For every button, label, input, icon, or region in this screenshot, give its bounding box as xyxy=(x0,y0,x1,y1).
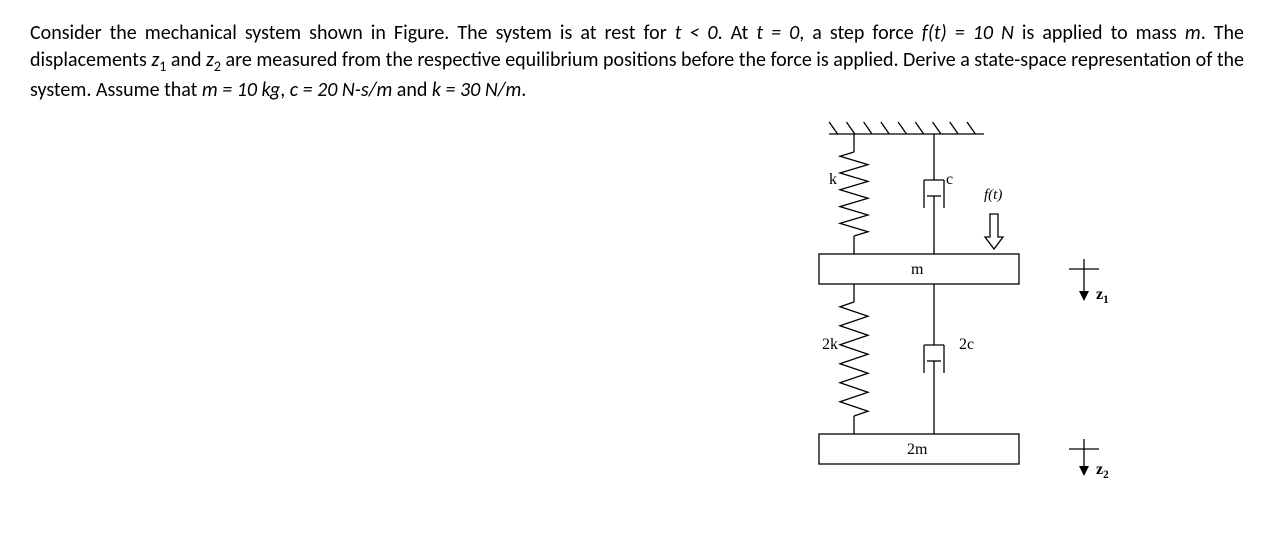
var-k-val: k = 30 N/m xyxy=(432,78,521,102)
var-m: m xyxy=(1185,21,1201,45)
var-z2: z xyxy=(206,48,214,72)
text: and xyxy=(392,78,432,102)
var-t-lt-0: t < 0 xyxy=(675,21,718,45)
problem-statement: Consider the mechanical system shown in … xyxy=(30,20,1244,104)
var-ft: f(t) = 10 N xyxy=(922,21,1014,45)
text: Consider the mechanical system shown in … xyxy=(30,21,675,45)
figure-container: k c f(t) m 2k 2c 2m z1 z2 xyxy=(30,114,1244,514)
svg-text:c: c xyxy=(946,171,953,188)
var-m-val: m = 10 kg xyxy=(202,78,280,102)
text: . xyxy=(521,78,526,102)
var-c-val: c = 20 N-s/m xyxy=(290,78,393,102)
sub-2: 2 xyxy=(214,58,221,75)
text: , xyxy=(280,78,290,102)
text: is applied to mass xyxy=(1014,21,1185,45)
var-t-eq-0: t = 0 xyxy=(756,21,799,45)
mechanical-system-figure: k c f(t) m 2k 2c 2m z1 z2 xyxy=(684,114,1184,514)
text: . At xyxy=(718,21,757,45)
text: and xyxy=(166,48,206,72)
text: , a step force xyxy=(799,21,922,45)
svg-text:2m: 2m xyxy=(907,441,928,458)
svg-text:f(t): f(t) xyxy=(984,187,1002,203)
svg-text:2c: 2c xyxy=(959,336,974,353)
svg-text:z1: z1 xyxy=(1096,286,1109,306)
svg-text:z2: z2 xyxy=(1096,461,1109,481)
svg-text:m: m xyxy=(911,261,924,278)
svg-text:2k: 2k xyxy=(822,336,838,353)
svg-text:k: k xyxy=(829,171,837,188)
